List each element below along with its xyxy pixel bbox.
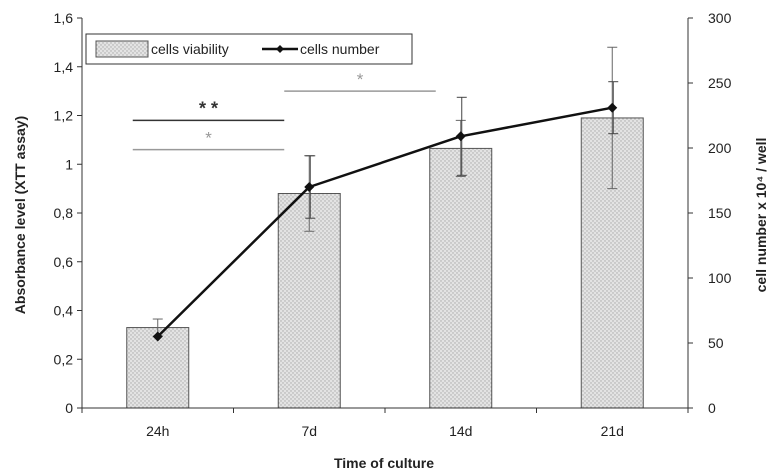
error-bars-layer	[152, 46, 619, 337]
axes-layer: 0 0,2 0,4 0,6 0,8 1 1,2 1,4 1,6 0 50 100 150 200 250 30…	[54, 10, 732, 439]
y-axis-title: Absorbance level (XTT assay)	[12, 116, 28, 314]
legend: cells viability cells number	[85, 33, 413, 65]
y-tick-label: 0,4	[54, 303, 74, 319]
legend-marker-cells-number	[276, 45, 284, 53]
y-tick-label: 0,8	[54, 205, 74, 221]
y2-tick-label: 0	[708, 400, 716, 416]
y-tick-label: 0	[65, 400, 73, 416]
legend-label-cells-viability: cells viability	[151, 41, 229, 57]
y-tick-label: 1,2	[54, 108, 74, 124]
y-tick-label: 0,2	[54, 351, 74, 367]
significance-label: *	[205, 129, 212, 148]
y-tick-label: 1,6	[54, 10, 74, 26]
significance-layer: * * * *	[132, 70, 436, 151]
y-tick-label: 1	[65, 156, 73, 172]
line-series-layer	[152, 102, 618, 342]
y2-tick-label: 300	[708, 10, 732, 26]
legend-label-cells-number: cells number	[300, 41, 380, 57]
legend-swatch-cells-viability	[95, 40, 149, 58]
point-cells-number-24h	[152, 331, 163, 342]
x-tick-label: 7d	[301, 423, 317, 439]
y-tick-label: 1,4	[54, 59, 74, 75]
significance-label: * *	[199, 98, 218, 118]
point-cells-number-14d	[455, 131, 466, 142]
x-tick-label: 21d	[601, 423, 624, 439]
y2-axis-title: cell number x 10⁴ / well	[753, 138, 769, 293]
y2-tick-label: 50	[708, 335, 724, 351]
y-tick-label: 0,6	[54, 254, 74, 270]
x-axis-title: Time of culture	[334, 455, 434, 471]
y2-tick-label: 150	[708, 205, 732, 221]
line-cells-number	[156, 106, 613, 338]
y2-tick-label: 200	[708, 140, 732, 156]
significance-label: *	[357, 70, 364, 89]
x-tick-label: 24h	[146, 423, 169, 439]
y2-tick-label: 250	[708, 75, 732, 91]
point-cells-number-21d	[607, 102, 618, 113]
bar-14d	[429, 147, 493, 409]
y2-tick-label: 100	[708, 270, 732, 286]
x-tick-label: 14d	[449, 423, 472, 439]
point-cells-number-7d	[304, 182, 315, 192]
